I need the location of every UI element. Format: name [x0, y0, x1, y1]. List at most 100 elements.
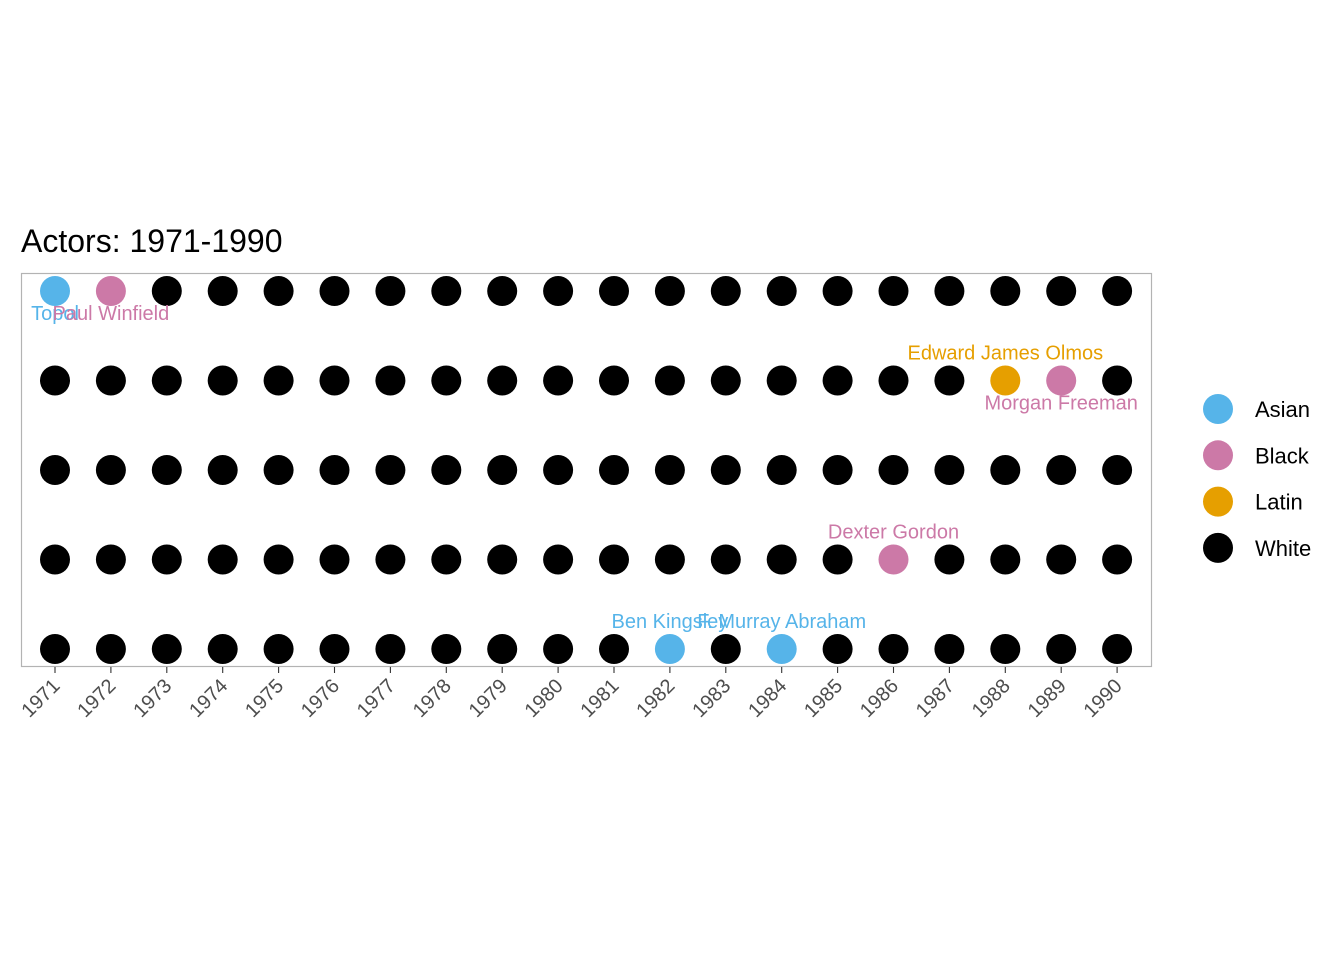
data-point-1987-row3 — [934, 455, 965, 485]
data-point-1985-row1 — [822, 634, 853, 664]
data-label-6: Ben Kingsley — [612, 611, 729, 633]
data-label-5: Dexter Gordon — [828, 522, 959, 544]
data-point-1984-row4 — [766, 365, 797, 396]
x-tick-label-1988: 1988 — [968, 675, 1015, 722]
data-point-1988-row5 — [990, 276, 1021, 306]
data-point-1989-row4 — [1046, 365, 1077, 396]
x-tick-label-1983: 1983 — [688, 675, 735, 722]
data-point-1971-row1 — [40, 634, 70, 664]
data-point-1988-row3 — [990, 455, 1021, 485]
data-label-7: F. Murray Abraham — [697, 611, 866, 633]
data-point-1990-row1 — [1102, 634, 1133, 664]
x-tick-label-1982: 1982 — [632, 675, 679, 722]
x-tick-label-1987: 1987 — [912, 675, 959, 722]
data-point-1975-row4 — [263, 365, 294, 396]
data-point-1976-row3 — [319, 455, 350, 485]
x-tick-label-1973: 1973 — [129, 675, 176, 722]
data-point-1972-row5 — [95, 276, 126, 306]
data-point-1977-row3 — [375, 455, 406, 485]
data-point-1977-row4 — [375, 365, 406, 396]
x-tick-label-1976: 1976 — [297, 675, 344, 722]
data-point-1984-row1 — [766, 634, 797, 664]
data-point-1986-row2 — [878, 544, 909, 575]
data-label-3: Edward James Olmos — [907, 343, 1103, 365]
data-point-1982-row4 — [654, 365, 685, 396]
data-point-1975-row2 — [263, 544, 294, 575]
data-point-1976-row5 — [319, 276, 350, 306]
data-point-1979-row3 — [487, 455, 518, 485]
chart-title: Actors: 1971-1990 — [21, 223, 283, 259]
data-point-1972-row1 — [95, 634, 126, 664]
data-point-1988-row4 — [990, 365, 1021, 396]
x-tick-label-1978: 1978 — [409, 675, 456, 722]
data-point-1974-row1 — [207, 634, 238, 664]
data-label-4: Morgan Freeman — [984, 393, 1137, 415]
x-tick-label-1986: 1986 — [856, 675, 903, 722]
data-point-1985-row2 — [822, 544, 853, 575]
data-point-1971-row3 — [40, 455, 70, 485]
data-point-1990-row2 — [1102, 544, 1133, 575]
data-point-1982-row3 — [654, 455, 685, 485]
data-point-1978-row4 — [431, 365, 462, 396]
data-point-1978-row2 — [431, 544, 462, 575]
data-point-1987-row1 — [934, 634, 965, 664]
data-point-1981-row3 — [599, 455, 629, 485]
data-point-1981-row5 — [599, 276, 629, 306]
legend-key-asian — [1203, 394, 1233, 424]
data-point-1978-row5 — [431, 276, 462, 306]
data-point-1989-row3 — [1046, 455, 1077, 485]
data-point-1983-row2 — [710, 544, 741, 575]
data-point-1981-row2 — [599, 544, 629, 575]
data-point-1975-row5 — [263, 276, 294, 306]
data-point-1987-row5 — [934, 276, 965, 306]
data-point-1990-row4 — [1102, 365, 1133, 396]
data-point-1972-row3 — [95, 455, 126, 485]
data-point-1975-row3 — [263, 455, 294, 485]
data-point-1973-row4 — [151, 365, 182, 396]
data-point-1983-row3 — [710, 455, 741, 485]
data-point-1980-row4 — [543, 365, 574, 396]
data-point-1973-row5 — [151, 276, 182, 306]
data-point-1977-row5 — [375, 276, 406, 306]
legend-key-latin — [1203, 486, 1233, 517]
data-point-1990-row5 — [1102, 276, 1133, 306]
legend-label-asian: Asian — [1255, 397, 1310, 422]
data-point-1980-row3 — [543, 455, 574, 485]
data-point-1983-row1 — [710, 634, 741, 664]
data-point-1971-row2 — [40, 544, 70, 575]
data-point-1979-row4 — [487, 365, 518, 396]
data-point-1988-row2 — [990, 544, 1021, 575]
data-point-1984-row3 — [766, 455, 797, 485]
legend-label-black: Black — [1255, 443, 1310, 468]
data-point-1979-row1 — [487, 634, 518, 664]
data-point-1986-row1 — [878, 634, 909, 664]
data-point-1986-row4 — [878, 365, 909, 396]
data-point-1982-row5 — [654, 276, 685, 306]
x-tick-label-1979: 1979 — [465, 675, 512, 722]
data-point-1974-row5 — [207, 276, 238, 306]
x-tick-label-1977: 1977 — [353, 675, 400, 722]
legend: Asian Black Latin White — [1203, 394, 1311, 563]
data-point-1976-row1 — [319, 634, 350, 664]
legend-key-white — [1203, 532, 1233, 563]
data-point-1976-row4 — [319, 365, 350, 396]
x-tick-label-1985: 1985 — [800, 675, 847, 722]
x-tick-label-1990: 1990 — [1080, 675, 1127, 722]
data-point-1979-row5 — [487, 276, 518, 306]
data-point-1980-row5 — [543, 276, 574, 306]
x-tick-label-1984: 1984 — [744, 675, 791, 722]
data-point-1981-row1 — [599, 634, 629, 664]
data-point-1983-row4 — [710, 365, 741, 396]
x-tick-label-1974: 1974 — [185, 675, 232, 722]
data-point-1978-row1 — [431, 634, 462, 664]
data-point-1975-row1 — [263, 634, 294, 664]
data-point-1985-row4 — [822, 365, 853, 396]
x-tick-label-1972: 1972 — [73, 675, 120, 722]
data-point-1982-row2 — [654, 544, 685, 575]
data-point-1988-row1 — [990, 634, 1021, 664]
data-point-1972-row2 — [95, 544, 126, 575]
data-point-1989-row1 — [1046, 634, 1077, 664]
data-point-1985-row5 — [822, 276, 853, 306]
